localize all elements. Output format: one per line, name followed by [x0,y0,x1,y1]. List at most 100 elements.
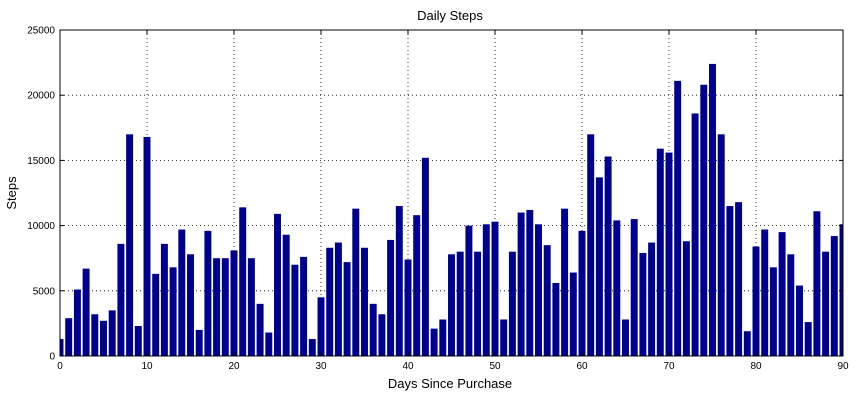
bar [787,254,795,356]
bar [334,242,342,356]
bar [152,273,160,356]
x-tick-label: 20 [228,361,240,372]
x-tick-label: 80 [750,361,762,372]
bar [169,267,177,356]
bar [369,303,377,356]
bar [665,152,673,356]
bar [769,267,777,356]
bar [413,215,421,356]
bar [100,320,107,356]
y-tick-label: 5000 [33,286,56,297]
bar [508,251,516,356]
bar [682,241,690,356]
bar [613,220,621,356]
y-tick-label: 15000 [27,156,55,167]
bar [761,229,769,356]
plot-frame [59,29,844,357]
bar [60,339,64,356]
bar [569,272,577,356]
bar [500,319,508,356]
y-tick-label: 25000 [27,26,55,37]
bar [247,258,255,356]
x-tick-label: 0 [57,361,63,372]
bar [265,332,273,356]
bar [387,239,395,356]
bar [474,251,482,356]
bar [543,245,551,356]
y-tick-label: 10000 [27,221,55,232]
bar [735,202,743,356]
chart-title: Daily Steps [417,8,483,23]
bar [622,319,629,356]
y-tick-label: 20000 [27,91,55,102]
bar [195,329,203,356]
bar [395,206,403,356]
bar [256,303,264,356]
bar [561,208,569,356]
bar [230,250,238,356]
bar [648,242,656,356]
bar [700,84,708,356]
bar [421,157,429,356]
bar [308,339,316,356]
bar [317,297,325,356]
bar [491,221,499,356]
bar [839,224,843,356]
bar [82,268,90,356]
bar [526,209,534,356]
bar [465,225,473,356]
bar [743,331,751,356]
bar [448,254,455,356]
bar [117,243,125,356]
bar [656,148,664,356]
bar [456,251,464,356]
y-axis-label: Steps [4,176,19,210]
bar [630,219,638,356]
bar [274,213,281,356]
bar [639,252,647,356]
bar [204,230,212,356]
bar [726,206,734,356]
bar [361,247,368,356]
bar [430,328,438,356]
bar [239,207,247,356]
bar [813,211,821,356]
bar [300,256,308,356]
bar [778,232,786,356]
bar [213,258,221,356]
bar [717,134,725,356]
bar [91,314,99,356]
bar [578,230,586,356]
bar [535,224,542,356]
bars [60,63,843,357]
bar [143,136,151,356]
x-tick-label: 10 [141,361,153,372]
bar [134,326,142,356]
bar [674,80,682,356]
bar [108,310,116,356]
bar [482,224,490,356]
bar [752,246,760,356]
bar [604,156,612,356]
bar [352,208,360,356]
bar [830,236,838,356]
bar [822,251,830,356]
x-tick-label: 40 [402,361,414,372]
x-tick-label: 50 [489,361,501,372]
bar [709,63,716,357]
bar [691,113,699,357]
bar [796,285,803,356]
bar [595,177,603,356]
bar [65,318,73,356]
x-tick-label: 70 [663,361,675,372]
x-tick-label: 30 [315,361,327,372]
x-tick-label: 90 [837,361,849,372]
y-tick-label: 0 [49,352,55,363]
bar [73,289,81,356]
bar [343,262,351,356]
x-tick-label: 60 [576,361,588,372]
bar [160,243,168,356]
bar [378,314,386,356]
bar [178,229,186,356]
